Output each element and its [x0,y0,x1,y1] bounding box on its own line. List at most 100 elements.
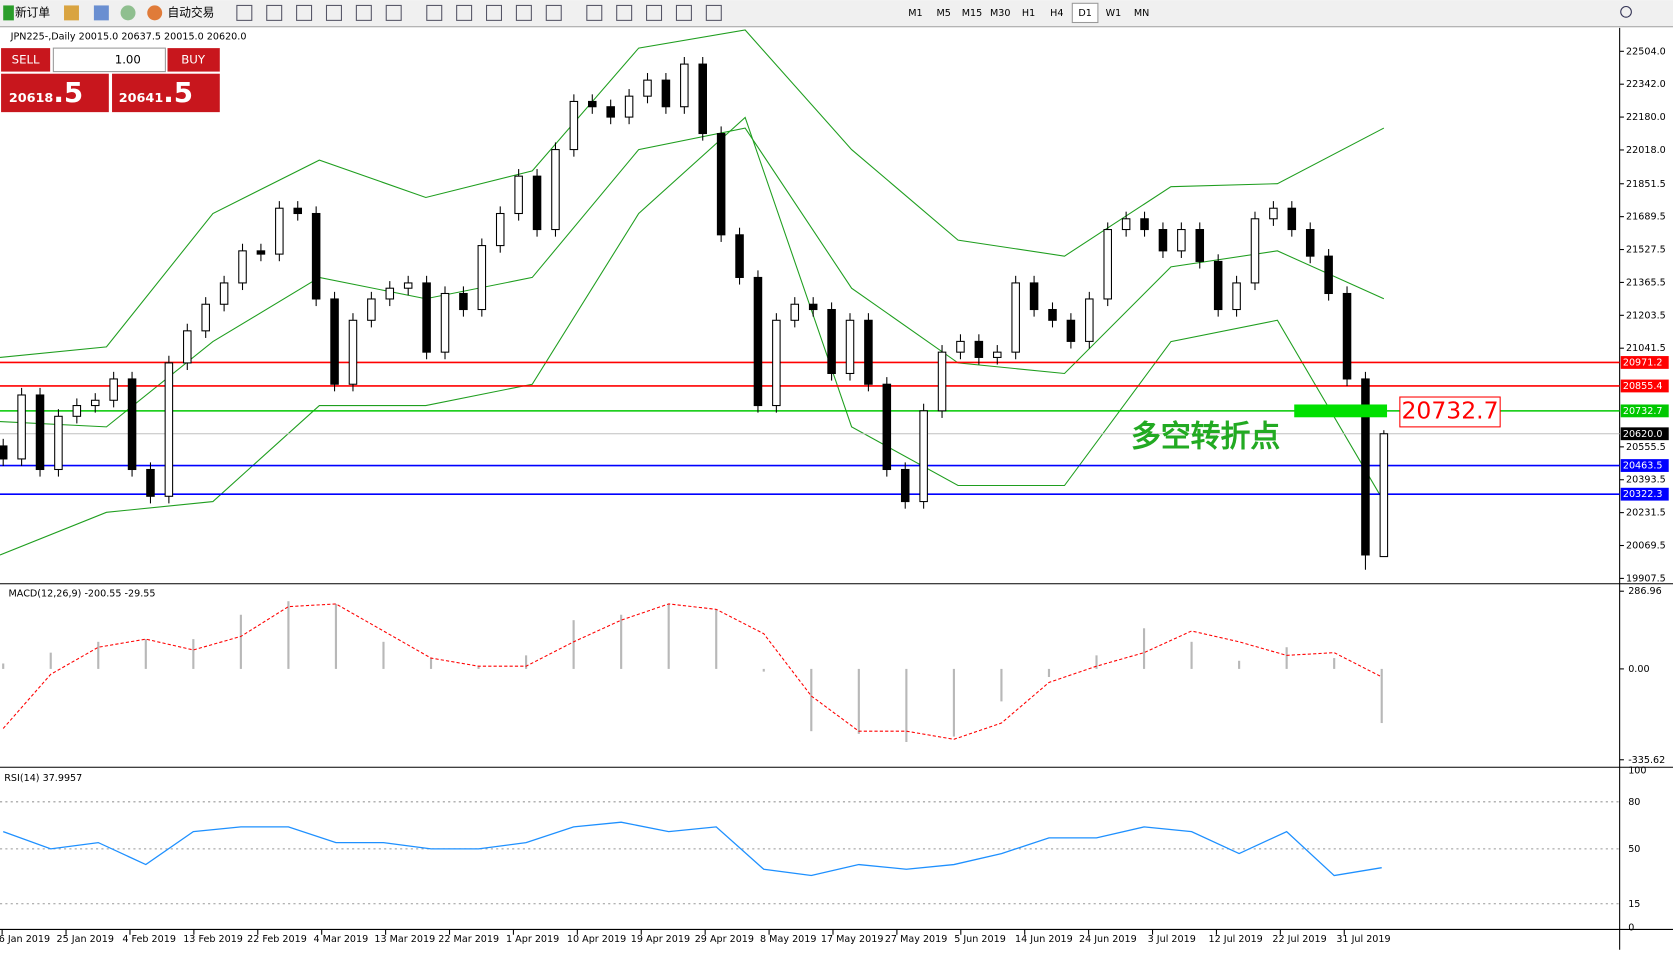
timeframe-button[interactable]: H4 [1050,8,1063,19]
candle-body [127,378,137,471]
lot-input[interactable] [52,47,166,73]
candle-body [716,132,726,236]
new-order[interactable]: 新订单 [15,5,50,19]
candle-body [1029,282,1039,311]
tool-icon[interactable] [616,4,633,21]
candle-body [256,250,266,255]
candle-body [164,362,174,497]
tool-icon[interactable] [385,4,402,21]
tool-icon[interactable] [236,4,253,21]
tool-icon[interactable] [646,4,663,21]
tool-icon[interactable] [515,4,532,21]
candle-body [514,175,523,215]
macd-bar [2,663,5,669]
candle-body [569,100,579,151]
candle-body [1085,298,1094,342]
sell-label[interactable]: SELL [12,52,40,66]
timeframe-button[interactable]: M30 [990,8,1010,19]
tool-icon[interactable] [93,5,109,21]
macd-bar [1333,658,1336,669]
sell-button[interactable] [1,48,51,72]
macd-bar [239,614,242,669]
price-tick-label: 21041.5 [1626,343,1666,354]
candle-body [974,340,984,358]
tool-icon[interactable] [545,4,562,21]
bid-box[interactable] [1,73,109,113]
rsi-line [2,821,1382,877]
level-label: 20971.2 [1623,357,1663,368]
candle-body [367,298,376,321]
candle-body [311,212,321,300]
candle-body [422,282,431,353]
lot-value[interactable]: 1.00 [115,52,141,66]
rsi-label: RSI(14) 37.9957 [4,773,82,784]
date-label: 31 Jul 2019 [1336,934,1390,945]
auto-trading[interactable]: 自动交易 [168,5,215,19]
timeframe-button[interactable]: M15 [962,8,983,19]
candle-body [1324,255,1333,295]
timeframe-button[interactable]: D1 [1078,8,1092,19]
price-tick-label: 21203.5 [1626,310,1666,321]
timeframe-button[interactable]: H1 [1022,8,1035,19]
macd-bar [97,641,100,669]
candle-body [864,319,873,385]
candle-body [753,276,763,407]
bollinger-lower [0,116,1385,556]
tool-icon[interactable] [266,4,283,21]
price-tick-label: 21689.5 [1626,212,1666,223]
price-tick-label: 22504.0 [1626,46,1666,57]
date-label: 1 Apr 2019 [506,934,559,945]
tool-icon[interactable] [296,4,313,21]
candle-body [1250,218,1260,284]
buy-label[interactable]: BUY [181,52,206,66]
buy-button[interactable] [167,48,220,72]
candle-body [348,319,358,385]
candle-body [1140,218,1149,231]
timeframe-button[interactable]: M1 [908,8,922,19]
macd-bar [1380,668,1383,724]
price-tick-label: 20231.5 [1626,508,1666,519]
macd-bar [334,603,338,669]
date-label: 14 Jun 2019 [1015,934,1073,945]
macd-bar [287,601,290,669]
ask-box[interactable] [112,73,220,113]
candle-body [588,100,597,108]
candle-body [1287,207,1297,231]
candle-body [459,292,468,311]
macd-bar [1142,628,1146,669]
search-icon[interactable] [1620,5,1632,18]
candle-body [956,340,965,353]
tool-icon[interactable] [355,4,372,21]
timeframe-button[interactable]: MN [1134,8,1149,19]
new-order-icon[interactable] [3,5,14,21]
date-label: 22 Mar 2019 [438,934,499,945]
timeframe-button[interactable]: W1 [1106,8,1122,19]
level-label: 20322.3 [1623,489,1663,500]
tool-icon[interactable] [325,4,342,21]
candle-body [772,319,781,407]
auto-trading-icon[interactable] [147,5,163,21]
tool-icon[interactable] [64,5,79,21]
tool-icon[interactable] [456,4,473,21]
date-label: 22 Feb 2019 [247,934,307,945]
timeframe-button[interactable]: M5 [937,8,951,19]
candle-body [643,79,652,97]
tool-icon[interactable] [120,5,136,21]
tool-icon[interactable] [705,4,722,21]
tool-icon[interactable] [426,4,443,21]
level-label: 20463.5 [1623,461,1663,472]
tool-icon[interactable] [586,4,603,21]
candle-body [1213,260,1223,311]
candle-body [993,351,1002,358]
macd-bar [572,620,575,669]
price-tick-label: 19907.5 [1626,573,1666,584]
candle-body [330,298,339,385]
tool-icon[interactable] [675,4,692,21]
macd-bar [762,668,765,672]
date-label: 13 Mar 2019 [374,934,435,945]
candle-body [1177,229,1186,252]
candle-body [882,383,892,471]
tool-icon[interactable] [486,4,503,21]
